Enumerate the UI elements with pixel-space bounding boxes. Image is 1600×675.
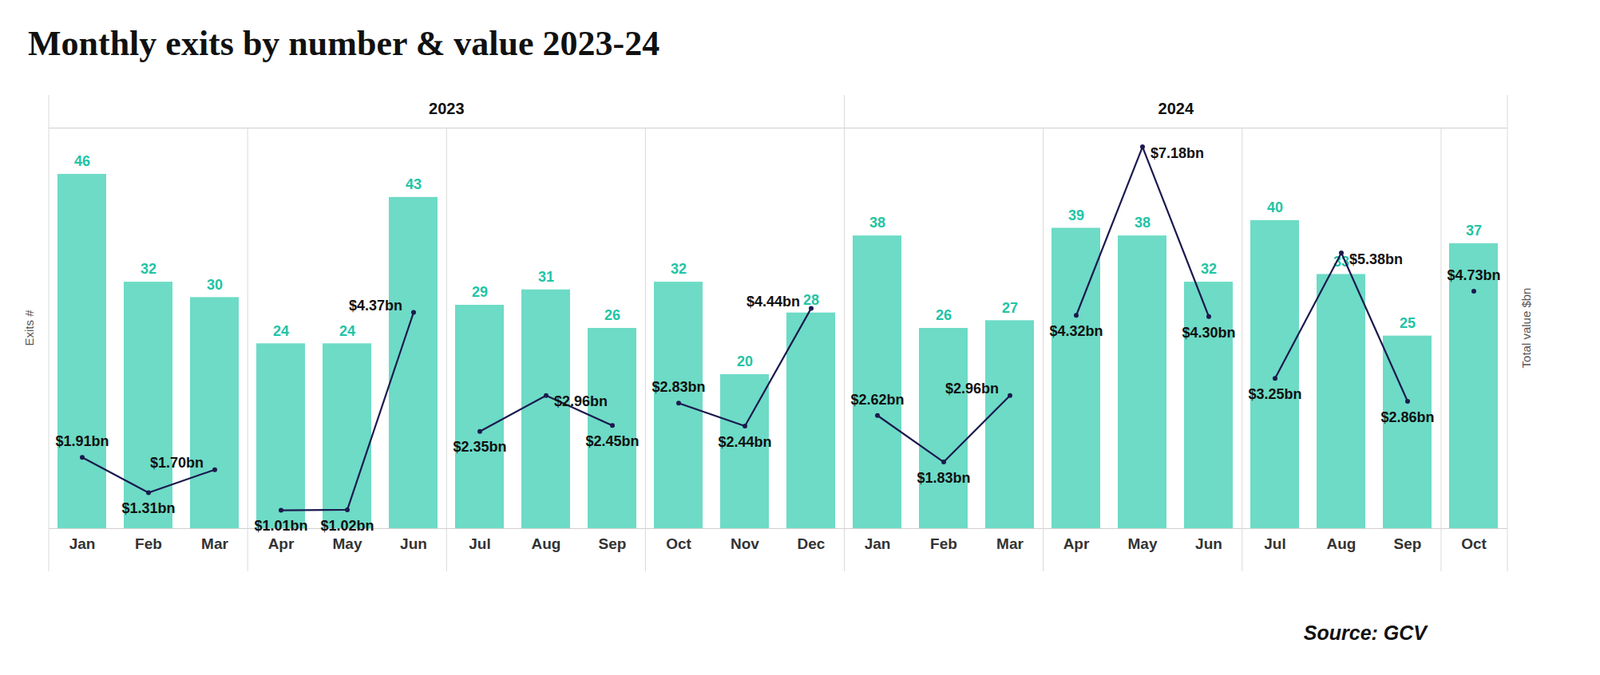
svg-text:Nov: Nov bbox=[730, 535, 760, 553]
svg-text:46: 46 bbox=[74, 153, 91, 170]
svg-text:Jan: Jan bbox=[69, 535, 96, 553]
svg-text:Sep: Sep bbox=[1394, 535, 1422, 553]
svg-text:32: 32 bbox=[670, 261, 687, 278]
svg-text:May: May bbox=[1128, 535, 1158, 553]
svg-text:$2.45bn: $2.45bn bbox=[585, 433, 639, 450]
svg-text:$4.32bn: $4.32bn bbox=[1049, 323, 1103, 340]
svg-text:Apr: Apr bbox=[268, 535, 295, 553]
svg-text:26: 26 bbox=[935, 307, 952, 324]
svg-text:$7.18bn: $7.18bn bbox=[1150, 145, 1204, 162]
svg-text:$1.01bn: $1.01bn bbox=[253, 518, 308, 535]
svg-text:31: 31 bbox=[538, 269, 555, 286]
svg-text:Jan: Jan bbox=[864, 535, 892, 553]
svg-text:2023: 2023 bbox=[428, 99, 465, 118]
svg-text:Mar: Mar bbox=[201, 535, 229, 553]
svg-text:Jun: Jun bbox=[400, 535, 428, 553]
svg-text:$3.25bn: $3.25bn bbox=[1247, 386, 1302, 403]
html-text:Monthly exits by number & valu: Monthly exits by number & value 2023-24 bbox=[27, 23, 660, 64]
html-text:Source: GCV: Source: GCV bbox=[1303, 621, 1427, 645]
svg-text:37: 37 bbox=[1465, 222, 1482, 239]
svg-text:25: 25 bbox=[1399, 315, 1416, 332]
svg-text:Apr: Apr bbox=[1063, 535, 1090, 553]
svg-text:Aug: Aug bbox=[531, 535, 562, 553]
svg-text:24: 24 bbox=[273, 323, 290, 340]
svg-text:$2.44bn: $2.44bn bbox=[717, 434, 772, 451]
svg-text:26: 26 bbox=[604, 307, 621, 324]
svg-text:30: 30 bbox=[206, 277, 223, 294]
svg-text:Total value $bn: Total value $bn bbox=[1519, 288, 1533, 369]
svg-text:40: 40 bbox=[1267, 199, 1284, 216]
svg-text:$1.83bn: $1.83bn bbox=[916, 470, 971, 487]
svg-text:$2.62bn: $2.62bn bbox=[850, 392, 904, 408]
svg-text:27: 27 bbox=[1001, 300, 1018, 317]
svg-text:Jul: Jul bbox=[468, 535, 491, 553]
svg-text:$1.70bn: $1.70bn bbox=[150, 455, 204, 472]
svg-text:Jul: Jul bbox=[1263, 535, 1286, 553]
svg-text:Feb: Feb bbox=[134, 535, 163, 553]
svg-text:Sep: Sep bbox=[598, 535, 627, 553]
svg-text:20: 20 bbox=[736, 353, 753, 370]
svg-text:32: 32 bbox=[1200, 261, 1217, 278]
svg-text:$4.73bn: $4.73bn bbox=[1446, 267, 1501, 284]
svg-text:$4.37bn: $4.37bn bbox=[348, 297, 403, 314]
svg-text:Jun: Jun bbox=[1195, 535, 1223, 553]
svg-text:Oct: Oct bbox=[1461, 535, 1487, 553]
svg-text:$2.83bn: $2.83bn bbox=[651, 379, 705, 396]
svg-text:$2.35bn: $2.35bn bbox=[452, 439, 507, 456]
svg-text:38: 38 bbox=[1134, 214, 1151, 231]
svg-text:29: 29 bbox=[471, 284, 488, 301]
svg-text:$4.30bn: $4.30bn bbox=[1181, 324, 1236, 341]
svg-text:43: 43 bbox=[405, 176, 422, 193]
svg-text:Aug: Aug bbox=[1326, 535, 1357, 553]
svg-text:$4.44bn: $4.44bn bbox=[746, 293, 800, 310]
svg-text:$5.38bn: $5.38bn bbox=[1349, 251, 1403, 268]
svg-text:May: May bbox=[332, 535, 363, 553]
svg-text:$2.96bn: $2.96bn bbox=[945, 380, 999, 397]
svg-text:Dec: Dec bbox=[797, 535, 826, 553]
svg-text:$1.02bn: $1.02bn bbox=[320, 518, 374, 535]
svg-text:Mar: Mar bbox=[996, 535, 1024, 553]
svg-text:Feb: Feb bbox=[930, 535, 958, 553]
svg-text:$2.96bn: $2.96bn bbox=[554, 393, 608, 410]
svg-text:Oct: Oct bbox=[665, 535, 692, 553]
svg-text:Exits #: Exits # bbox=[22, 309, 36, 347]
svg-text:33: 33 bbox=[1333, 253, 1350, 270]
svg-text:2024: 2024 bbox=[1158, 99, 1195, 118]
svg-text:28: 28 bbox=[803, 292, 820, 309]
svg-text:38: 38 bbox=[869, 214, 886, 231]
svg-text:32: 32 bbox=[140, 261, 157, 278]
svg-text:24: 24 bbox=[339, 323, 356, 340]
svg-text:$2.86bn: $2.86bn bbox=[1380, 409, 1434, 426]
svg-text:39: 39 bbox=[1068, 207, 1085, 224]
svg-text:$1.31bn: $1.31bn bbox=[121, 500, 175, 517]
svg-text:$1.91bn: $1.91bn bbox=[55, 433, 109, 450]
